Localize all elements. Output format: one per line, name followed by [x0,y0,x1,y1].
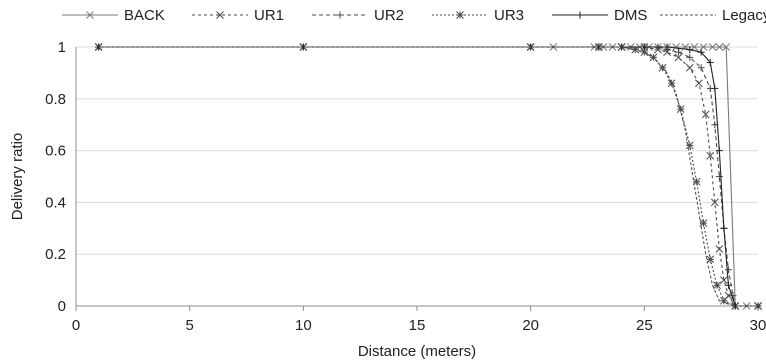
y-tick-label: 0.8 [45,91,66,108]
data-point [711,84,719,92]
data-point [715,43,724,51]
data-point [724,281,732,289]
x-tick-label: 20 [522,317,539,334]
axes: 00.20.40.60.810 5 10 15 20 25 30 [45,39,766,334]
gridlines [76,46,758,255]
legend-marker [456,11,464,19]
data-point [663,43,671,51]
x-tick-label: 0 [72,317,80,334]
data-point [674,53,683,62]
y-tick-label: 0 [58,298,66,315]
series-dms [95,43,762,310]
data-point [649,53,658,62]
series-line-back [98,46,758,307]
data-point [695,79,703,88]
data-point [697,48,705,56]
x-tick-label: 15 [409,317,426,334]
y-tick-label: 0.6 [45,143,66,160]
data-point [715,147,723,155]
data-point [722,43,731,51]
data-point [715,173,723,180]
y-tick-label: 1 [58,39,66,56]
legend-label: Legacy [722,7,766,24]
legend-label: UR3 [494,7,524,24]
series-back [94,43,762,310]
legend-item-ur2: UR2 [312,7,404,24]
series-legacy [98,46,758,307]
legend-item-back: BACK [62,7,165,24]
x-axis-title: Distance (meters) [358,343,476,360]
series-ur3 [94,43,762,310]
y-tick-label: 0.2 [45,246,66,263]
series-line-legacy [98,46,758,307]
data-point [676,105,685,114]
legend-item-dms: DMS [552,7,647,24]
legend-marker [336,11,344,19]
y-axis-title: Delivery ratio [9,133,26,221]
data-point [706,59,714,67]
data-point [686,53,694,61]
data-point [710,198,719,207]
x-tick-label: 30 [750,317,766,334]
series-ur2 [95,43,762,310]
legend-item-ur3: UR3 [432,7,524,24]
legend-item-legacy: Legacy [660,7,766,24]
series-layer [94,43,762,310]
legend-item-ur1: UR1 [192,7,284,24]
legend-label: DMS [614,7,647,24]
data-point [720,296,728,305]
legend-marker [86,11,94,19]
x-tick-label: 10 [295,317,312,334]
data-point [706,151,715,160]
data-point [685,63,694,72]
data-point [720,224,728,232]
legend-label: UR2 [374,7,404,24]
legend-marker [576,11,584,19]
data-point [720,276,728,284]
data-point [667,79,676,88]
x-tick-label: 5 [185,317,193,334]
legend: BACK UR1 UR2 UR3 DMS Legacy [62,7,766,24]
legend-label: UR1 [254,7,284,24]
data-point [674,48,682,56]
y-tick-label: 0.4 [45,194,66,211]
data-point [708,43,717,51]
data-point [715,245,724,253]
data-point [701,110,710,119]
x-tick-label: 25 [636,317,653,334]
legend-marker [216,11,224,19]
data-point [713,281,721,290]
data-point [686,46,694,54]
data-point [724,266,732,274]
series-line-ur1 [98,46,758,307]
series-line-ur3 [98,46,758,307]
data-point [706,255,715,264]
series-ur1 [94,43,762,310]
legend-label: BACK [124,7,165,24]
series-line-ur2 [98,46,758,307]
series-line-dms [98,46,758,307]
data-point [697,64,705,72]
data-point [640,43,648,51]
